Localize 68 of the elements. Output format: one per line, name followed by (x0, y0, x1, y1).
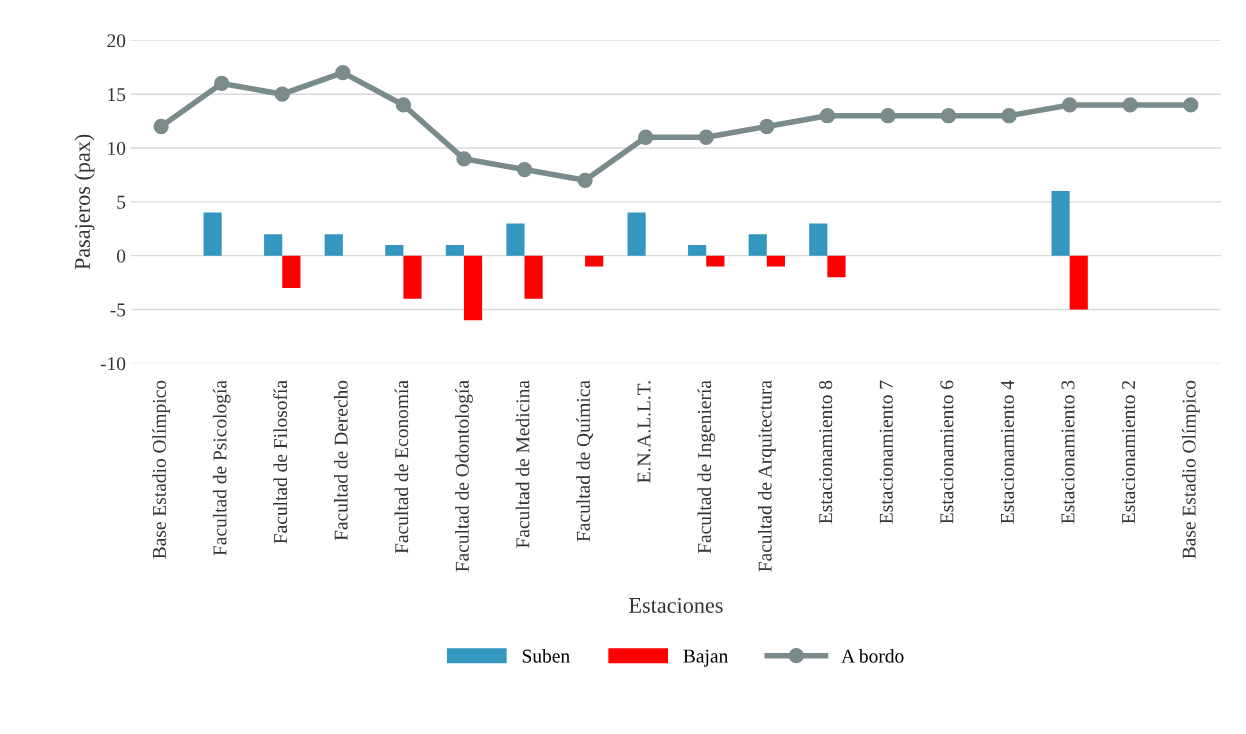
point (1062, 97, 1078, 113)
x-tick-label: Base Estadio Olímpico (152, 380, 170, 559)
bar (506, 223, 525, 256)
bar (403, 255, 422, 299)
y-tick-label: 10 (108, 141, 126, 155)
y-tick-label: -5 (110, 303, 126, 317)
x-axis-title: Estaciones (629, 597, 723, 613)
point (153, 118, 169, 135)
bar (827, 255, 846, 278)
point (395, 97, 412, 113)
point (577, 172, 593, 188)
bar (282, 255, 301, 288)
bar (688, 244, 707, 256)
bar (748, 234, 767, 256)
bar (463, 255, 483, 321)
x-tick-label: Facultad de Derecho (334, 380, 348, 541)
bar (324, 234, 343, 256)
legend-label: A bordo (841, 649, 904, 663)
y-tick-label: 0 (116, 249, 126, 263)
point (819, 108, 836, 124)
bar (809, 223, 828, 256)
bar (766, 255, 785, 267)
x-tick-label: Facultad de Medicina (515, 380, 530, 548)
legend-label: Bajan (683, 649, 728, 667)
x-tick-label: Estacionamiento 7 (879, 380, 893, 524)
x-tick-label: Facultad de Química (576, 380, 593, 542)
x-tick-label: Facultad de Economía (394, 380, 409, 554)
x-tick-label: Estacionamiento 8 (819, 380, 833, 524)
legend-label: Suben (522, 649, 570, 663)
bar (627, 212, 646, 256)
x-tick-label: Facultad de Odontología (455, 380, 473, 572)
point (940, 108, 957, 124)
x-tick-label: Estacionamiento 3 (1061, 380, 1075, 524)
point (1183, 97, 1199, 113)
x-tick-label: E.N.A.L.L.T. (637, 381, 651, 483)
bar (1051, 191, 1070, 256)
point (214, 75, 230, 92)
x-tick-label: Estacionamiento 2 (1122, 381, 1136, 524)
point (335, 65, 351, 81)
bar (264, 234, 283, 256)
y-tick-label: 15 (108, 88, 126, 102)
x-tick-label: Estacionamiento 4 (1000, 380, 1014, 524)
bar (385, 244, 404, 256)
y-tick-label: -10 (100, 357, 126, 371)
x-tick-label: Facultad de Ingeniería (697, 380, 716, 554)
point (880, 108, 896, 124)
bar (1069, 255, 1088, 310)
y-tick-label: 5 (117, 195, 126, 209)
point (698, 129, 714, 145)
x-tick-label: Facultad de Psicología (212, 380, 231, 556)
point (1122, 97, 1138, 113)
bar (445, 244, 464, 256)
point (456, 151, 472, 167)
bar (524, 255, 543, 299)
point (516, 161, 533, 178)
point (759, 118, 775, 135)
point (1001, 108, 1017, 124)
x-tick-label: Facultad de Filosofía (273, 380, 288, 544)
point (638, 129, 654, 145)
y-tick-label: 20 (107, 34, 126, 48)
bar (585, 255, 604, 267)
point (274, 86, 290, 102)
bar (706, 255, 725, 267)
x-tick-label: Base Estadio Olímpico (1181, 380, 1200, 559)
x-tick-label: Estacionamiento 6 (940, 380, 954, 524)
x-tick-label: Facultad de Arquitectura (757, 380, 776, 572)
bar (203, 212, 222, 256)
y-axis-title: Pasajeros (pax) (74, 134, 95, 270)
